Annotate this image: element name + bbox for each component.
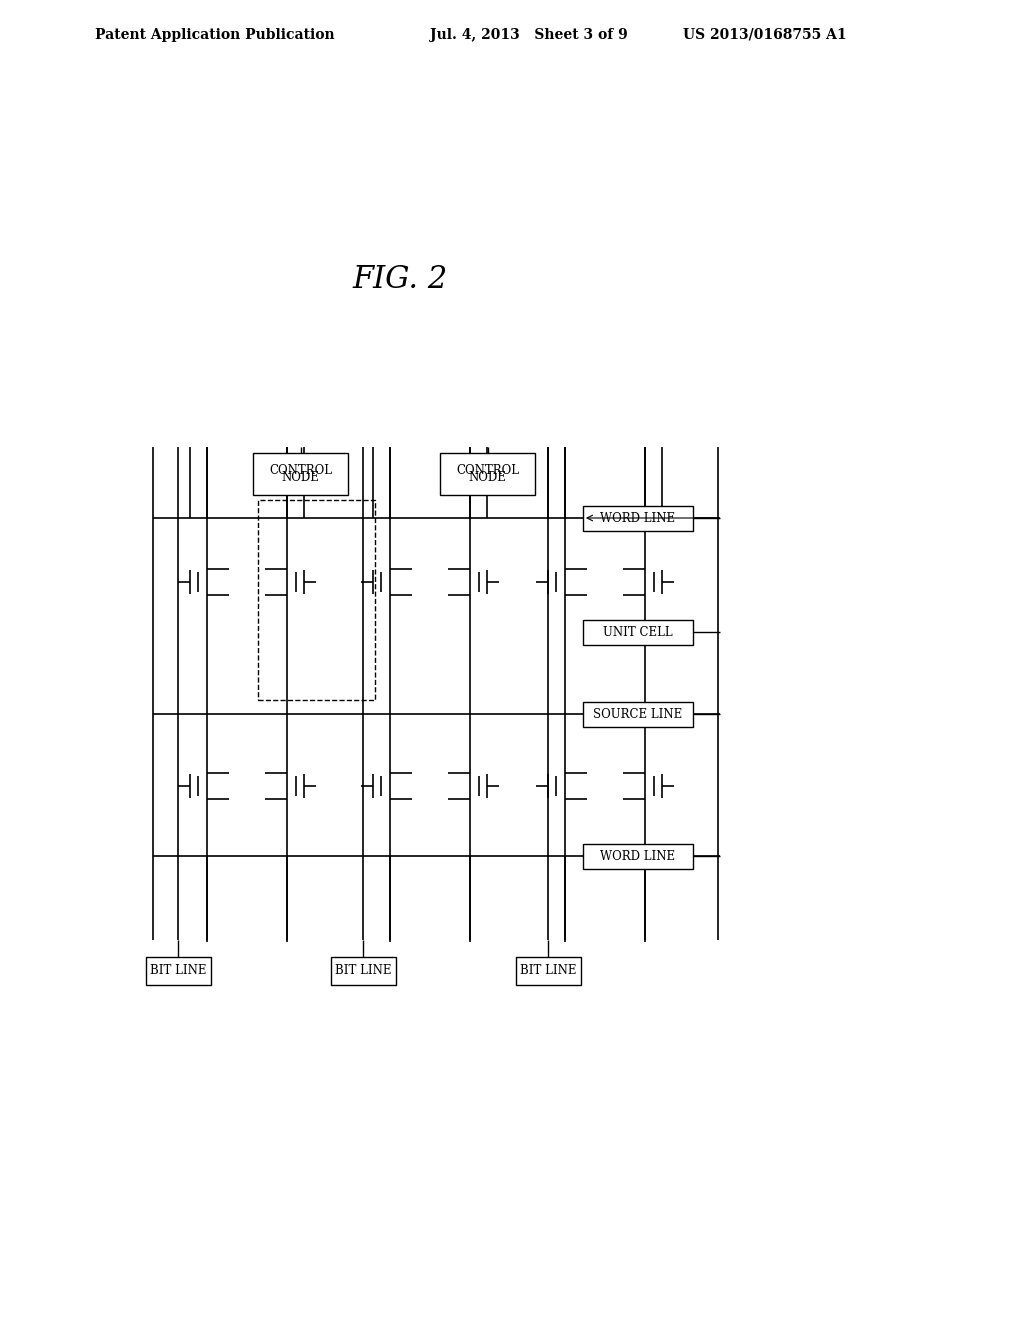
Text: BIT LINE: BIT LINE: [335, 965, 391, 978]
Text: FIG. 2: FIG. 2: [352, 264, 447, 296]
Text: SOURCE LINE: SOURCE LINE: [593, 708, 683, 721]
Text: NODE: NODE: [469, 471, 507, 484]
Bar: [258, 500, 375, 700]
Bar: [145, 957, 211, 985]
Text: BIT LINE: BIT LINE: [150, 965, 206, 978]
Text: US 2013/0168755 A1: US 2013/0168755 A1: [683, 28, 847, 42]
Bar: [583, 702, 693, 727]
Text: CONTROL: CONTROL: [456, 465, 519, 477]
Bar: [515, 957, 581, 985]
Bar: [583, 843, 693, 869]
Text: Jul. 4, 2013   Sheet 3 of 9: Jul. 4, 2013 Sheet 3 of 9: [430, 28, 628, 42]
Text: NODE: NODE: [282, 471, 319, 484]
Text: CONTROL: CONTROL: [269, 465, 332, 477]
Bar: [440, 453, 535, 495]
Bar: [331, 957, 395, 985]
Bar: [583, 506, 693, 531]
Text: UNIT CELL: UNIT CELL: [603, 626, 673, 639]
Bar: [253, 453, 348, 495]
Text: Patent Application Publication: Patent Application Publication: [95, 28, 335, 42]
Text: BIT LINE: BIT LINE: [520, 965, 577, 978]
Text: WORD LINE: WORD LINE: [600, 512, 676, 525]
Text: WORD LINE: WORD LINE: [600, 850, 676, 863]
Bar: [583, 620, 693, 645]
